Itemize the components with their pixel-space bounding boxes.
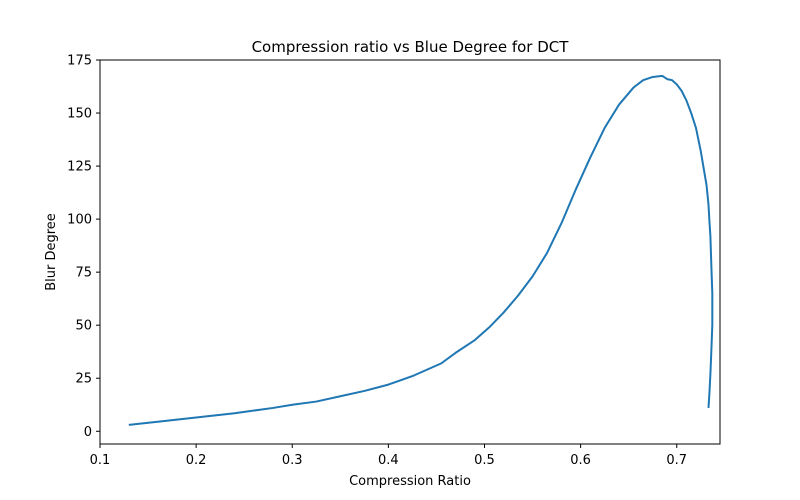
chart-title: Compression ratio vs Blue Degree for DCT — [252, 38, 570, 56]
x-tick-label: 0.5 — [474, 453, 495, 468]
x-tick-label: 0.6 — [570, 453, 591, 468]
plot-frame — [99, 59, 721, 445]
x-tick-label: 0.2 — [186, 453, 207, 468]
x-axis: 0.1 0.2 0.3 0.4 0.5 0.6 0.7 — [90, 444, 687, 468]
y-tick-label: 25 — [75, 372, 92, 387]
y-tick-label: 125 — [67, 160, 92, 175]
y-tick-label: 50 — [75, 319, 92, 334]
x-tick-label: 0.4 — [378, 453, 399, 468]
x-tick-label: 0.7 — [666, 453, 687, 468]
y-axis-label: Blur Degree — [44, 213, 59, 291]
y-tick-label: 0 — [84, 425, 92, 440]
y-tick-label: 150 — [67, 107, 92, 122]
y-tick-label: 75 — [75, 266, 92, 281]
series-line — [128, 74, 714, 426]
x-tick-label: 0.3 — [282, 453, 303, 468]
x-tick-label: 0.1 — [90, 453, 111, 468]
y-tick-label: 100 — [67, 213, 92, 228]
y-axis: 0 25 50 75 100 125 150 175 — [67, 54, 100, 440]
x-axis-label: Compression Ratio — [349, 474, 471, 489]
y-tick-label: 175 — [67, 54, 92, 69]
plot-area — [99, 59, 721, 445]
